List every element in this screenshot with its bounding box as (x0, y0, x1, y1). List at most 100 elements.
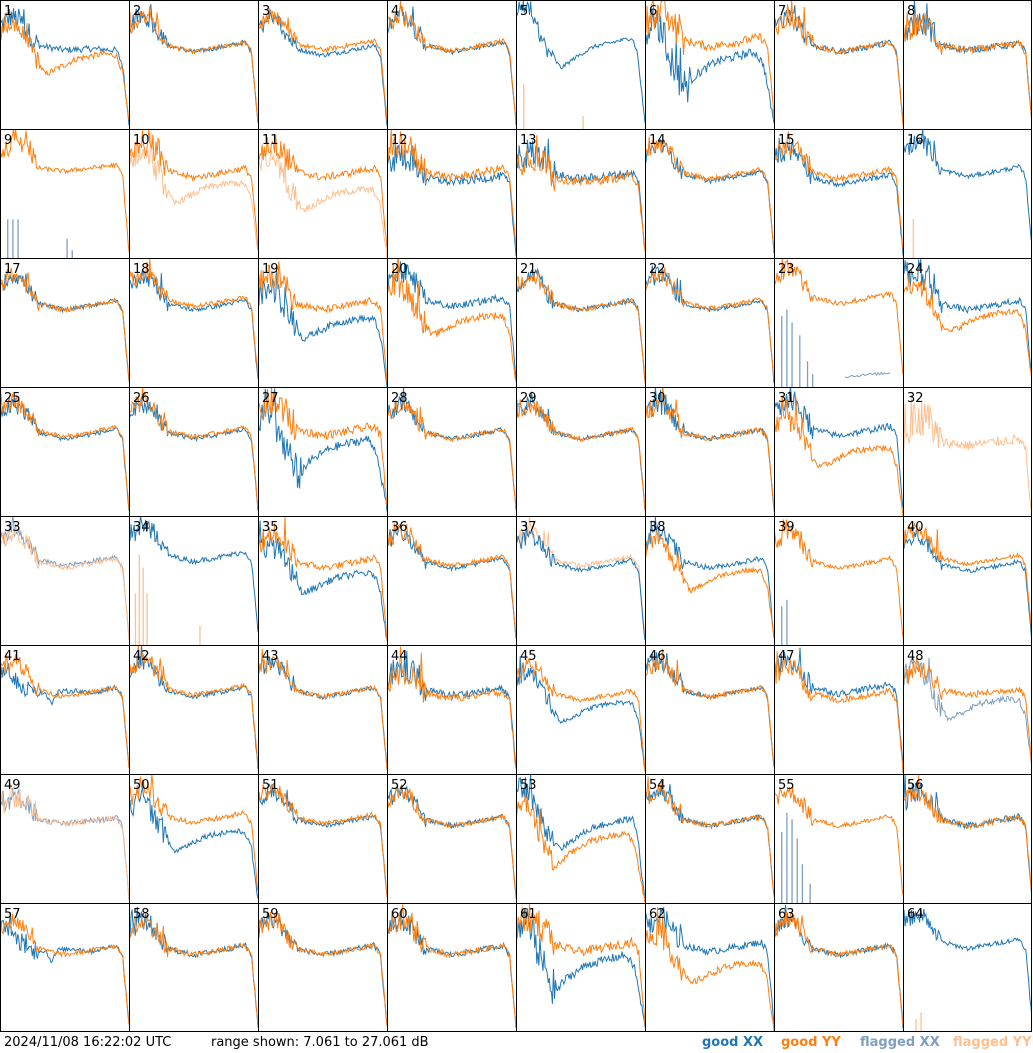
antenna-panel-49: 49 (0, 778, 129, 900)
antenna-panel-37: 37 (516, 516, 645, 641)
panel-label: 12 (391, 133, 408, 148)
panel-label: 31 (778, 391, 795, 406)
antenna-panel-28: 28 (387, 387, 516, 511)
panel-traces (387, 0, 516, 125)
good-yy-trace (645, 530, 774, 637)
antenna-panel-24: 24 (903, 258, 1032, 383)
panel-traces (129, 906, 258, 1028)
flagged-yy-trace (129, 132, 258, 251)
panel-label: 34 (133, 520, 150, 535)
good-xx-trace (516, 1, 645, 123)
panel-label: 25 (4, 391, 21, 406)
panel-label: 51 (262, 778, 279, 793)
antenna-panel-53: 53 (516, 774, 645, 903)
good-yy-trace (387, 523, 516, 639)
panel-traces (258, 387, 387, 512)
antenna-panel-36: 36 (387, 520, 516, 639)
flagged-yy-trace (0, 783, 129, 899)
panel-label: 38 (649, 520, 666, 535)
good-xx-trace (387, 141, 516, 256)
panel-traces (0, 652, 129, 769)
good-xx-trace (129, 516, 258, 633)
good-yy-trace (129, 258, 258, 378)
panel-label: 1 (4, 4, 12, 19)
legend-flagged-yy: flagged YY (953, 1035, 1032, 1050)
good-xx-trace (258, 268, 387, 387)
panel-traces (903, 774, 1032, 900)
antenna-panel-6: 6 (645, 0, 774, 124)
antenna-panel-63: 63 (774, 904, 903, 1029)
good-yy-trace (774, 395, 903, 516)
panel-traces (516, 391, 645, 511)
panel-label: 18 (133, 262, 150, 277)
good-yy-trace (516, 270, 645, 384)
good-xx-trace (903, 529, 1032, 644)
antenna-panel-13: 13 (516, 133, 645, 252)
panel-traces (645, 265, 774, 384)
antenna-panel-17: 17 (0, 262, 129, 382)
panel-traces (903, 657, 1032, 769)
panel-label: 39 (778, 520, 795, 535)
panel-label: 30 (649, 391, 666, 406)
panel-traces (645, 648, 774, 767)
flagged-yy-trace (903, 394, 1032, 516)
panel-traces (903, 129, 1032, 258)
antenna-panel-58: 58 (129, 906, 258, 1028)
antenna-panel-5: 5 (516, 1, 645, 129)
panel-label: 37 (520, 520, 537, 535)
good-xx-trace (387, 650, 516, 769)
panel-label: 26 (133, 391, 150, 406)
antenna-panel-21: 21 (516, 262, 645, 384)
flagged-xx-trace (781, 309, 891, 387)
panel-traces (258, 782, 387, 897)
timestamp: 2024/11/08 16:22:02 UTC (4, 1035, 172, 1050)
panel-traces (903, 908, 1032, 1032)
good-yy-trace (387, 0, 516, 122)
panel-traces (387, 784, 516, 900)
flagged-xx-trace (781, 599, 788, 645)
good-xx-trace (258, 388, 387, 512)
antenna-panel-32: 32 (903, 391, 1032, 516)
panel-label: 48 (907, 649, 924, 664)
panel-label: 47 (778, 649, 795, 664)
good-yy-trace (387, 129, 516, 246)
antenna-panel-39: 39 (774, 519, 903, 645)
good-xx-trace (903, 908, 1032, 1019)
good-xx-trace (516, 656, 645, 770)
antenna-panel-16: 16 (903, 129, 1032, 258)
panel-label: 52 (391, 778, 408, 793)
panel-traces (387, 904, 516, 1028)
panel-label: 59 (262, 907, 279, 922)
panel-traces (516, 267, 645, 384)
panel-label: 45 (520, 649, 537, 664)
flagged-yy-trace (915, 1012, 922, 1032)
legend-flagged-xx: flagged XX (860, 1035, 940, 1050)
panel-traces (645, 516, 774, 638)
antenna-panel-25: 25 (0, 391, 129, 511)
panel-traces (645, 776, 774, 897)
panel-label: 53 (520, 778, 537, 793)
panel-traces (516, 516, 645, 641)
panel-label: 58 (133, 907, 150, 922)
panel-label: 23 (778, 262, 795, 277)
panel-label: 4 (391, 4, 399, 19)
panel-traces (258, 911, 387, 1026)
good-yy-trace (774, 0, 903, 126)
panel-label: 22 (649, 262, 666, 277)
flagged-xx-trace (7, 219, 73, 258)
flagged-yy-trace (0, 527, 129, 641)
good-yy-trace (774, 785, 903, 896)
antenna-panel-22: 22 (645, 262, 774, 384)
antenna-panel-10: 10 (129, 129, 258, 251)
good-yy-trace (645, 648, 774, 767)
panel-label: 11 (262, 133, 279, 148)
panel-label: 2 (133, 4, 141, 19)
panel-traces (774, 785, 903, 903)
panel-traces (0, 783, 129, 900)
good-yy-trace (129, 387, 258, 509)
antenna-panel-4: 4 (387, 0, 516, 125)
antenna-panel-33: 33 (0, 516, 129, 641)
good-xx-trace (516, 774, 645, 903)
panel-label: 27 (262, 391, 279, 406)
